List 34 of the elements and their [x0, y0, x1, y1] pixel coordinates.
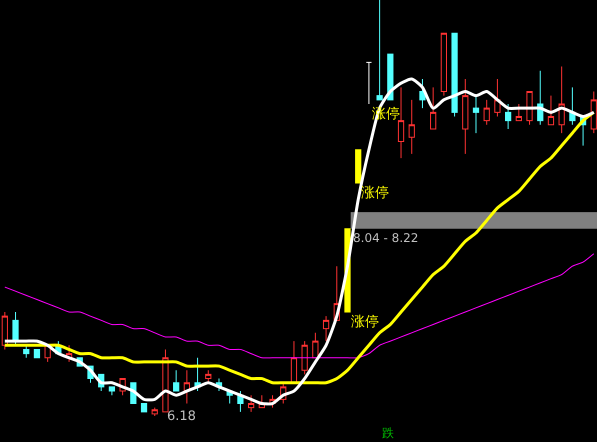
candlestick [376, 0, 383, 100]
candlestick [440, 32, 447, 96]
band-label: 8.04 - 8.22 [353, 231, 418, 245]
candlestick [505, 104, 512, 130]
candlestick [430, 86, 436, 130]
text: 跌 [382, 426, 394, 440]
candlestick [548, 95, 554, 126]
candlestick [140, 403, 148, 412]
text: 6.18 [167, 409, 196, 424]
candlestick [302, 340, 308, 375]
candlestick [387, 54, 394, 100]
candlestick [23, 344, 30, 358]
candlestick [451, 32, 458, 117]
text: 涨停 [361, 185, 389, 201]
candlestick [398, 86, 404, 159]
candlestick [173, 370, 180, 392]
candlestick [516, 104, 522, 122]
candlestick [472, 95, 480, 134]
candlestick [322, 316, 330, 342]
candlestick [152, 407, 158, 416]
candlestick [462, 78, 468, 154]
candlestick [205, 370, 212, 384]
candlestick [355, 149, 362, 184]
candlestick [312, 332, 318, 358]
candlestick [419, 78, 426, 109]
candlestick [34, 348, 40, 358]
candlestick [569, 86, 576, 126]
candlestick [408, 99, 415, 154]
candlestick [484, 99, 490, 126]
text: 涨停 [351, 314, 379, 330]
candlestick [366, 62, 372, 104]
candlestick [248, 394, 254, 412]
candlestick [494, 78, 501, 117]
candlestick [108, 386, 116, 396]
